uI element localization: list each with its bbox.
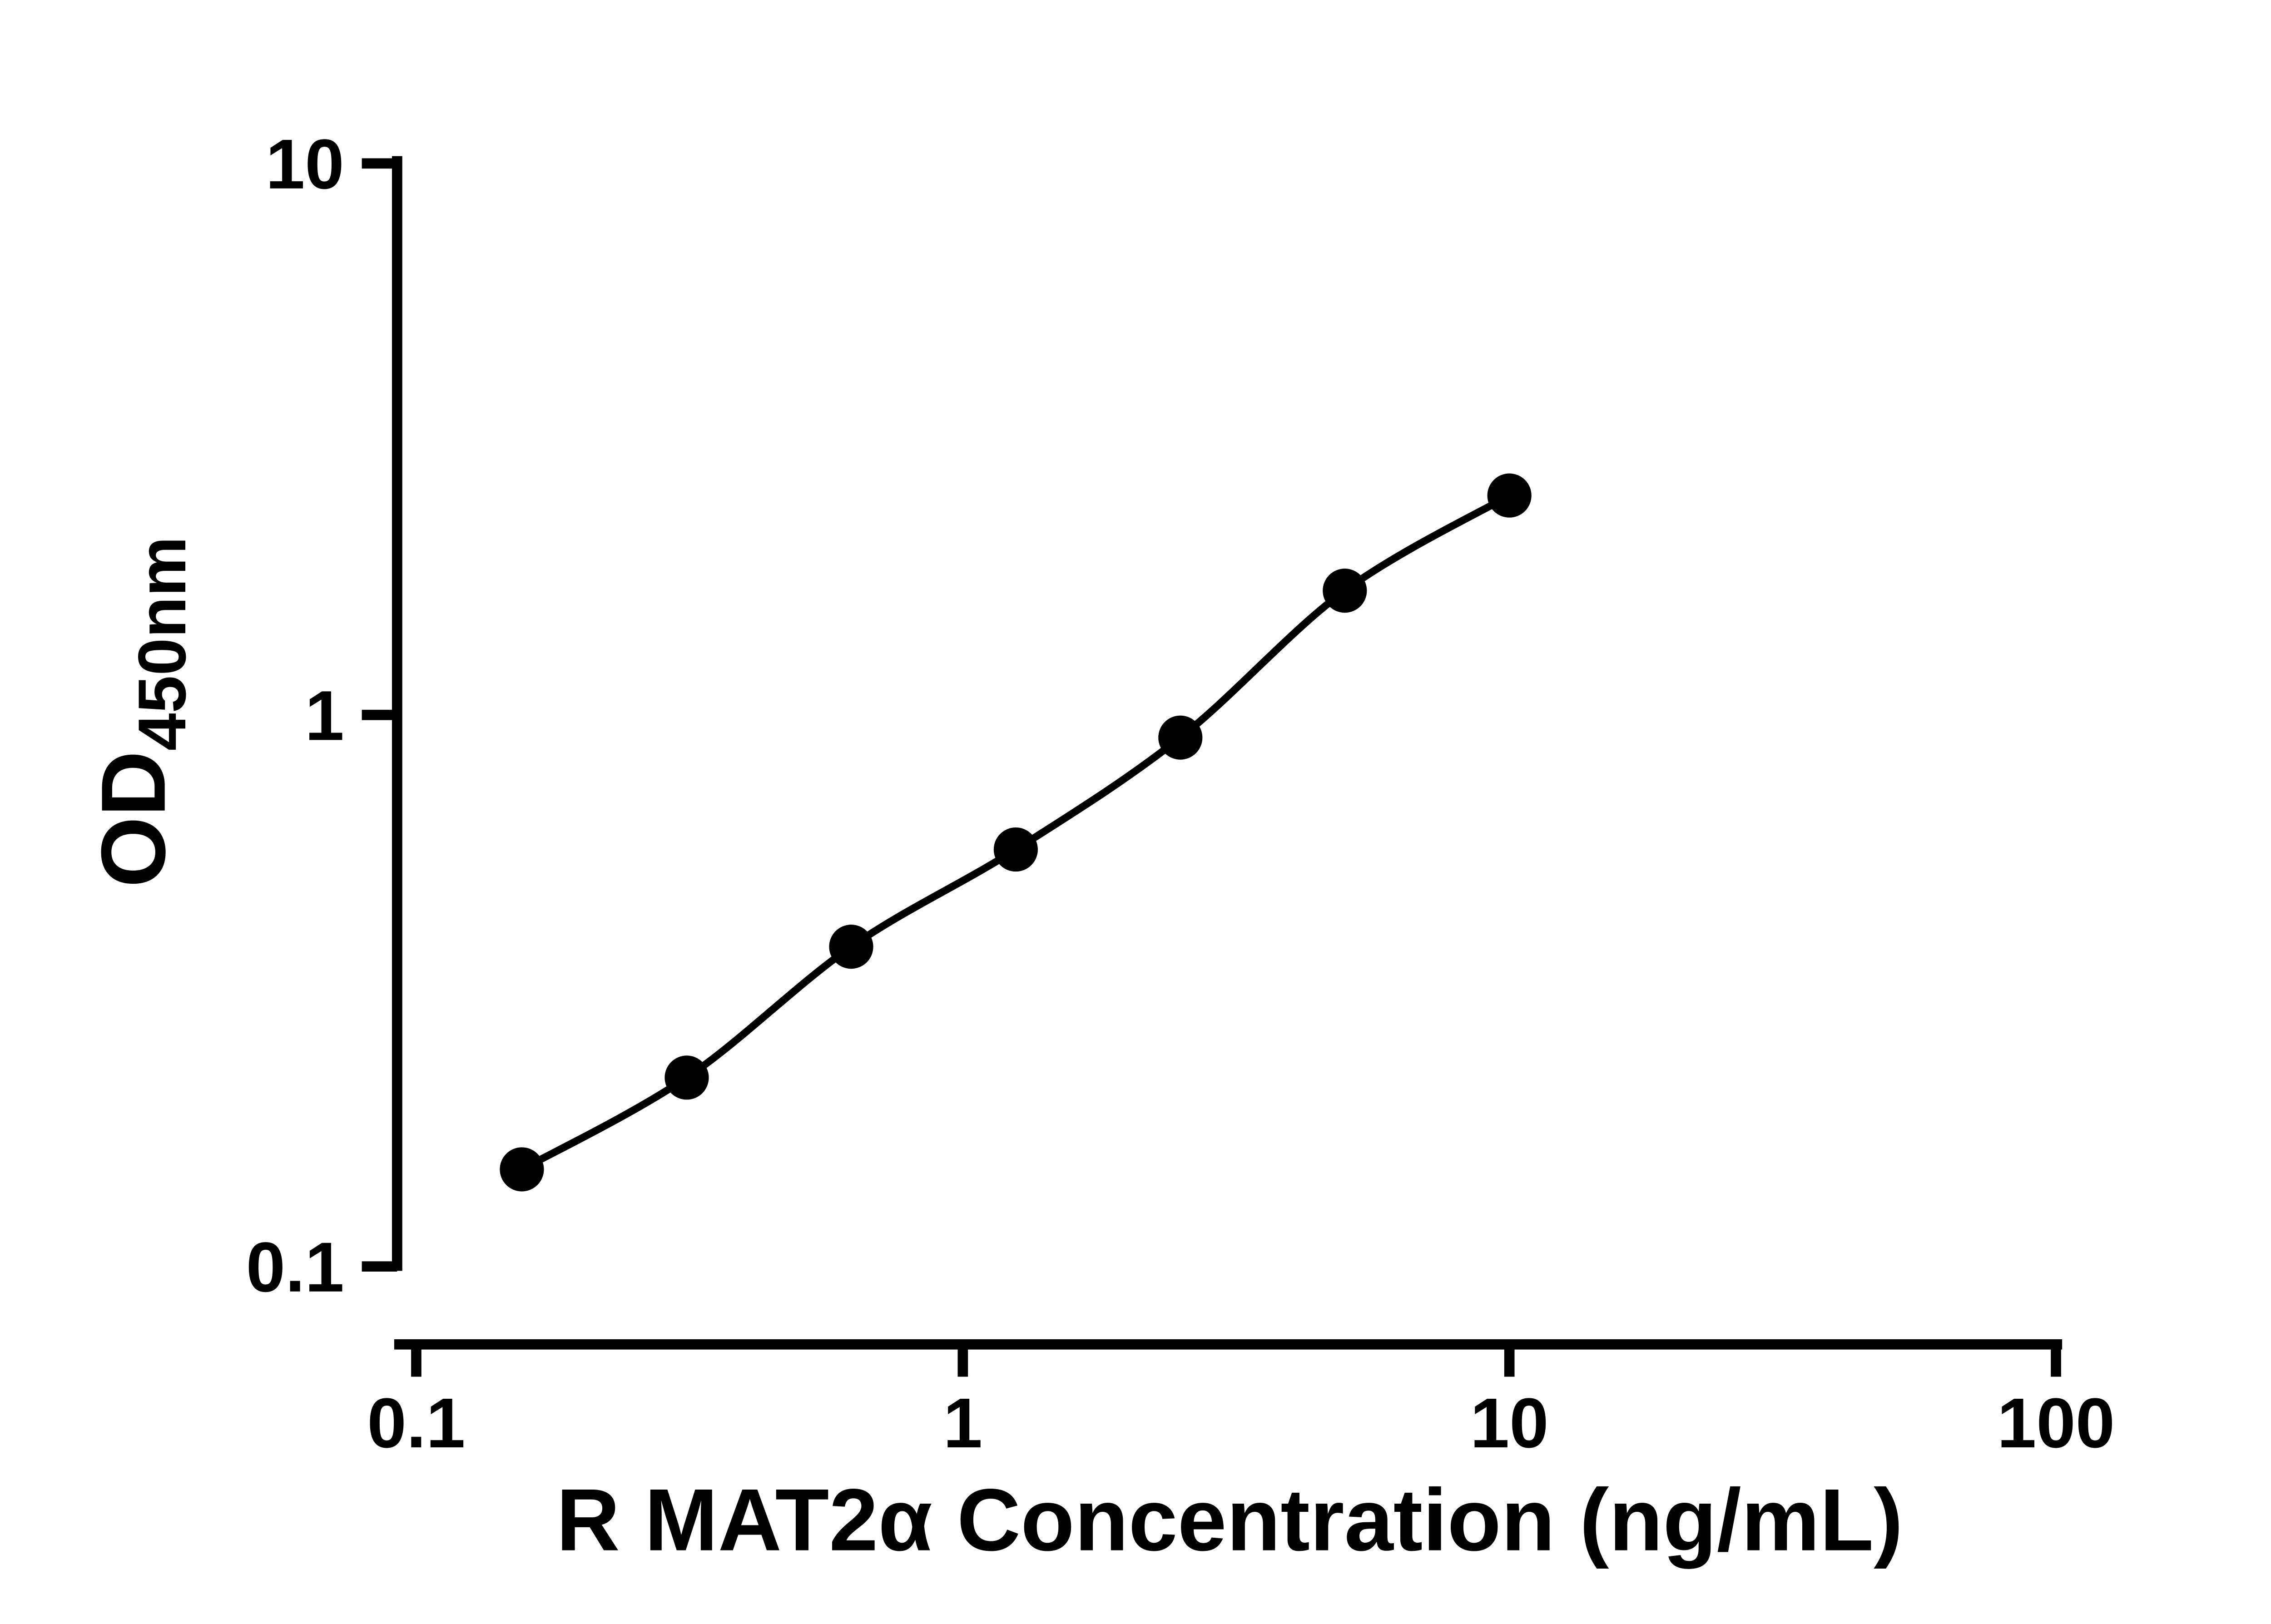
x-axis-ticks: 0.1 1 10 100 [367, 1344, 2115, 1462]
data-points [500, 473, 1532, 1192]
y-tick-label: 1 [305, 676, 344, 755]
y-tick-label: 10 [266, 124, 344, 203]
data-point-marker [1158, 715, 1203, 760]
y-axis-title-subscript: 450nm [124, 536, 200, 751]
y-axis-ticks: 0.1 1 10 [246, 124, 397, 1307]
data-point-marker [829, 925, 873, 969]
x-tick-label: 1 [943, 1383, 982, 1462]
data-point-marker [1487, 473, 1532, 518]
x-tick-label: 100 [1997, 1383, 2115, 1462]
y-axis-title-main: OD [82, 751, 184, 887]
y-tick-label: 0.1 [246, 1228, 344, 1307]
data-point-marker [993, 827, 1038, 872]
data-point-marker [664, 1055, 709, 1100]
x-tick-label: 10 [1470, 1383, 1549, 1462]
data-point-marker [500, 1147, 544, 1192]
x-tick-label: 0.1 [367, 1383, 465, 1462]
data-point-marker [1323, 569, 1367, 613]
x-axis-title: R MAT2α Concentration (ng/mL) [556, 1471, 1903, 1570]
y-axis-title: OD450nm [82, 536, 200, 887]
